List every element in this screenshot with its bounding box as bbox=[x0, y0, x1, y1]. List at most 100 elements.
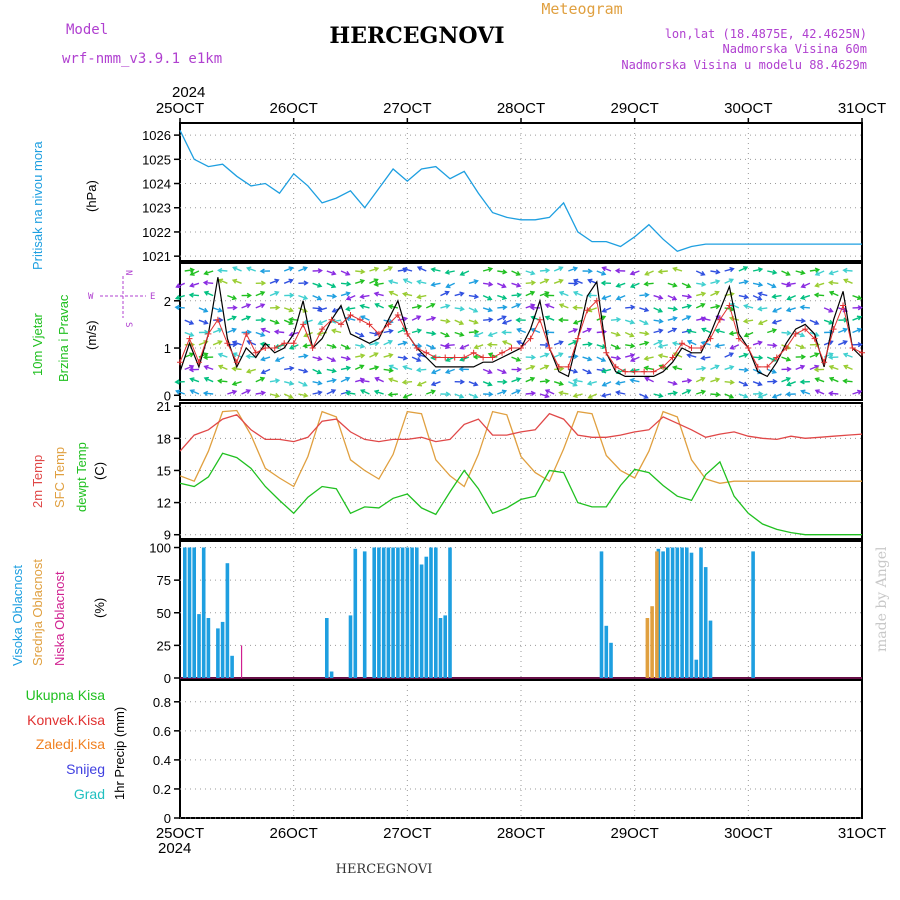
gust-marker bbox=[385, 321, 392, 328]
gust-marker bbox=[802, 326, 809, 333]
y-tick-label: 2 bbox=[164, 294, 171, 309]
temperature-panel: 2m Temp SFC Temp dewpt Temp (C) 9 12 15 18 2… bbox=[30, 399, 863, 543]
wind-arrow-head bbox=[516, 327, 522, 333]
wind-arrow bbox=[326, 356, 336, 362]
wind-arrow-head bbox=[615, 390, 621, 396]
wind-arrow-head bbox=[345, 295, 352, 301]
wind-arrow bbox=[724, 352, 734, 358]
wind-arrow-head bbox=[401, 291, 408, 297]
wind-arrow-head bbox=[843, 278, 849, 284]
wind-arrow bbox=[425, 303, 435, 309]
wind-arrow bbox=[468, 280, 478, 284]
wind-arrow-head bbox=[274, 319, 280, 325]
gust-marker bbox=[347, 311, 354, 318]
wind-arrow bbox=[502, 319, 512, 324]
gust-marker bbox=[536, 316, 543, 323]
wind-arrow bbox=[289, 344, 299, 350]
temperature-series bbox=[179, 409, 863, 536]
wind-arrow bbox=[525, 270, 535, 275]
wind-arrow bbox=[298, 393, 308, 397]
gust-marker bbox=[262, 345, 269, 352]
wind-arrows bbox=[174, 266, 863, 399]
wind-arrow bbox=[332, 319, 342, 323]
wind-arrow bbox=[298, 354, 308, 358]
wind-arrow-head bbox=[643, 320, 649, 326]
wind-arrow-head bbox=[658, 328, 664, 334]
wind-arrow bbox=[815, 282, 825, 287]
panel-frame-pressure bbox=[179, 122, 863, 262]
wind-arrow bbox=[446, 368, 455, 374]
wind-arrow bbox=[539, 269, 549, 272]
wind-arrow-head bbox=[701, 281, 707, 287]
wind-arrow bbox=[204, 281, 214, 284]
cloud-high-bar bbox=[183, 547, 187, 678]
cloud-high-bar bbox=[201, 547, 206, 678]
wind-arrow bbox=[326, 368, 336, 373]
wind-arrow bbox=[255, 377, 265, 383]
wind-label-1: 10m Vjetar bbox=[30, 312, 45, 376]
wind-arrow bbox=[573, 291, 583, 297]
wind-arrow bbox=[326, 270, 336, 275]
dewpt-line bbox=[179, 452, 862, 536]
wind-arrow-head bbox=[202, 280, 209, 286]
gust-marker bbox=[508, 345, 515, 352]
wind-arrow bbox=[389, 291, 399, 297]
y-tick-label: 75 bbox=[157, 573, 171, 588]
wind-arrow-head bbox=[671, 365, 678, 371]
wind-arrow-head bbox=[842, 340, 848, 346]
wind-arrow bbox=[667, 282, 677, 287]
wind-arrow bbox=[738, 266, 748, 272]
gust-marker bbox=[432, 354, 439, 361]
wind-arrow-head bbox=[516, 366, 522, 373]
wind-arrow-head bbox=[743, 367, 750, 373]
wind-arrow-head bbox=[274, 357, 281, 362]
wind-arrow-head bbox=[515, 389, 522, 395]
wind-arrow bbox=[176, 390, 185, 395]
wind-arrow bbox=[502, 340, 512, 346]
wind-arrow-head bbox=[174, 304, 180, 311]
wind-arrow-head bbox=[344, 390, 351, 396]
wind-arrow bbox=[460, 344, 470, 350]
wind-arrow bbox=[318, 307, 328, 312]
wind-arrow bbox=[369, 366, 379, 371]
gust-marker bbox=[290, 340, 297, 347]
wind-arrow bbox=[838, 307, 848, 312]
footer-station: HERCEGNOVI bbox=[336, 862, 433, 877]
wind-arrow-head bbox=[601, 381, 607, 387]
wind-arrow bbox=[246, 368, 256, 373]
wind-arrow bbox=[403, 268, 413, 272]
wind-arrow bbox=[724, 268, 734, 272]
wind-arrow-head bbox=[616, 316, 622, 323]
cloud-y-ticks: 0 25 50 75 100 bbox=[149, 541, 862, 686]
wind-arrow bbox=[644, 282, 654, 285]
wind-arrow-head bbox=[388, 328, 394, 334]
wind-arrow bbox=[687, 354, 697, 358]
wind-arrow-head bbox=[572, 266, 579, 272]
wind-arrow-head bbox=[487, 295, 493, 301]
wind-arrow bbox=[582, 343, 592, 346]
wind-arrow bbox=[190, 378, 200, 383]
wind-arrow-head bbox=[359, 279, 366, 285]
gust-marker bbox=[224, 340, 231, 347]
wind-arrow bbox=[695, 303, 705, 309]
wind-arrow bbox=[497, 306, 507, 309]
wind-arrow bbox=[596, 344, 606, 349]
wind-arrow bbox=[511, 389, 521, 395]
wind-arrow-head bbox=[317, 268, 323, 274]
wind-arrow bbox=[374, 282, 384, 286]
wind-arrow-head bbox=[387, 279, 394, 285]
meteogram-title: Meteogram bbox=[541, 0, 622, 18]
wind-arrow bbox=[568, 328, 578, 334]
wind-arrow bbox=[673, 366, 683, 371]
wind-arrow-head bbox=[758, 355, 764, 361]
temp-label-sfc: SFC Temp bbox=[52, 447, 67, 508]
wind-arrow-head bbox=[444, 332, 450, 338]
gust-marker bbox=[271, 345, 278, 352]
wind-arrow bbox=[531, 328, 541, 334]
wind-arrow-head bbox=[288, 344, 295, 350]
wind-arrow-head bbox=[259, 268, 265, 274]
wind-arrow bbox=[403, 292, 413, 297]
wind-arrow-head bbox=[614, 268, 621, 274]
wind-arrow bbox=[246, 355, 256, 358]
wind-arrow-head bbox=[415, 367, 422, 373]
